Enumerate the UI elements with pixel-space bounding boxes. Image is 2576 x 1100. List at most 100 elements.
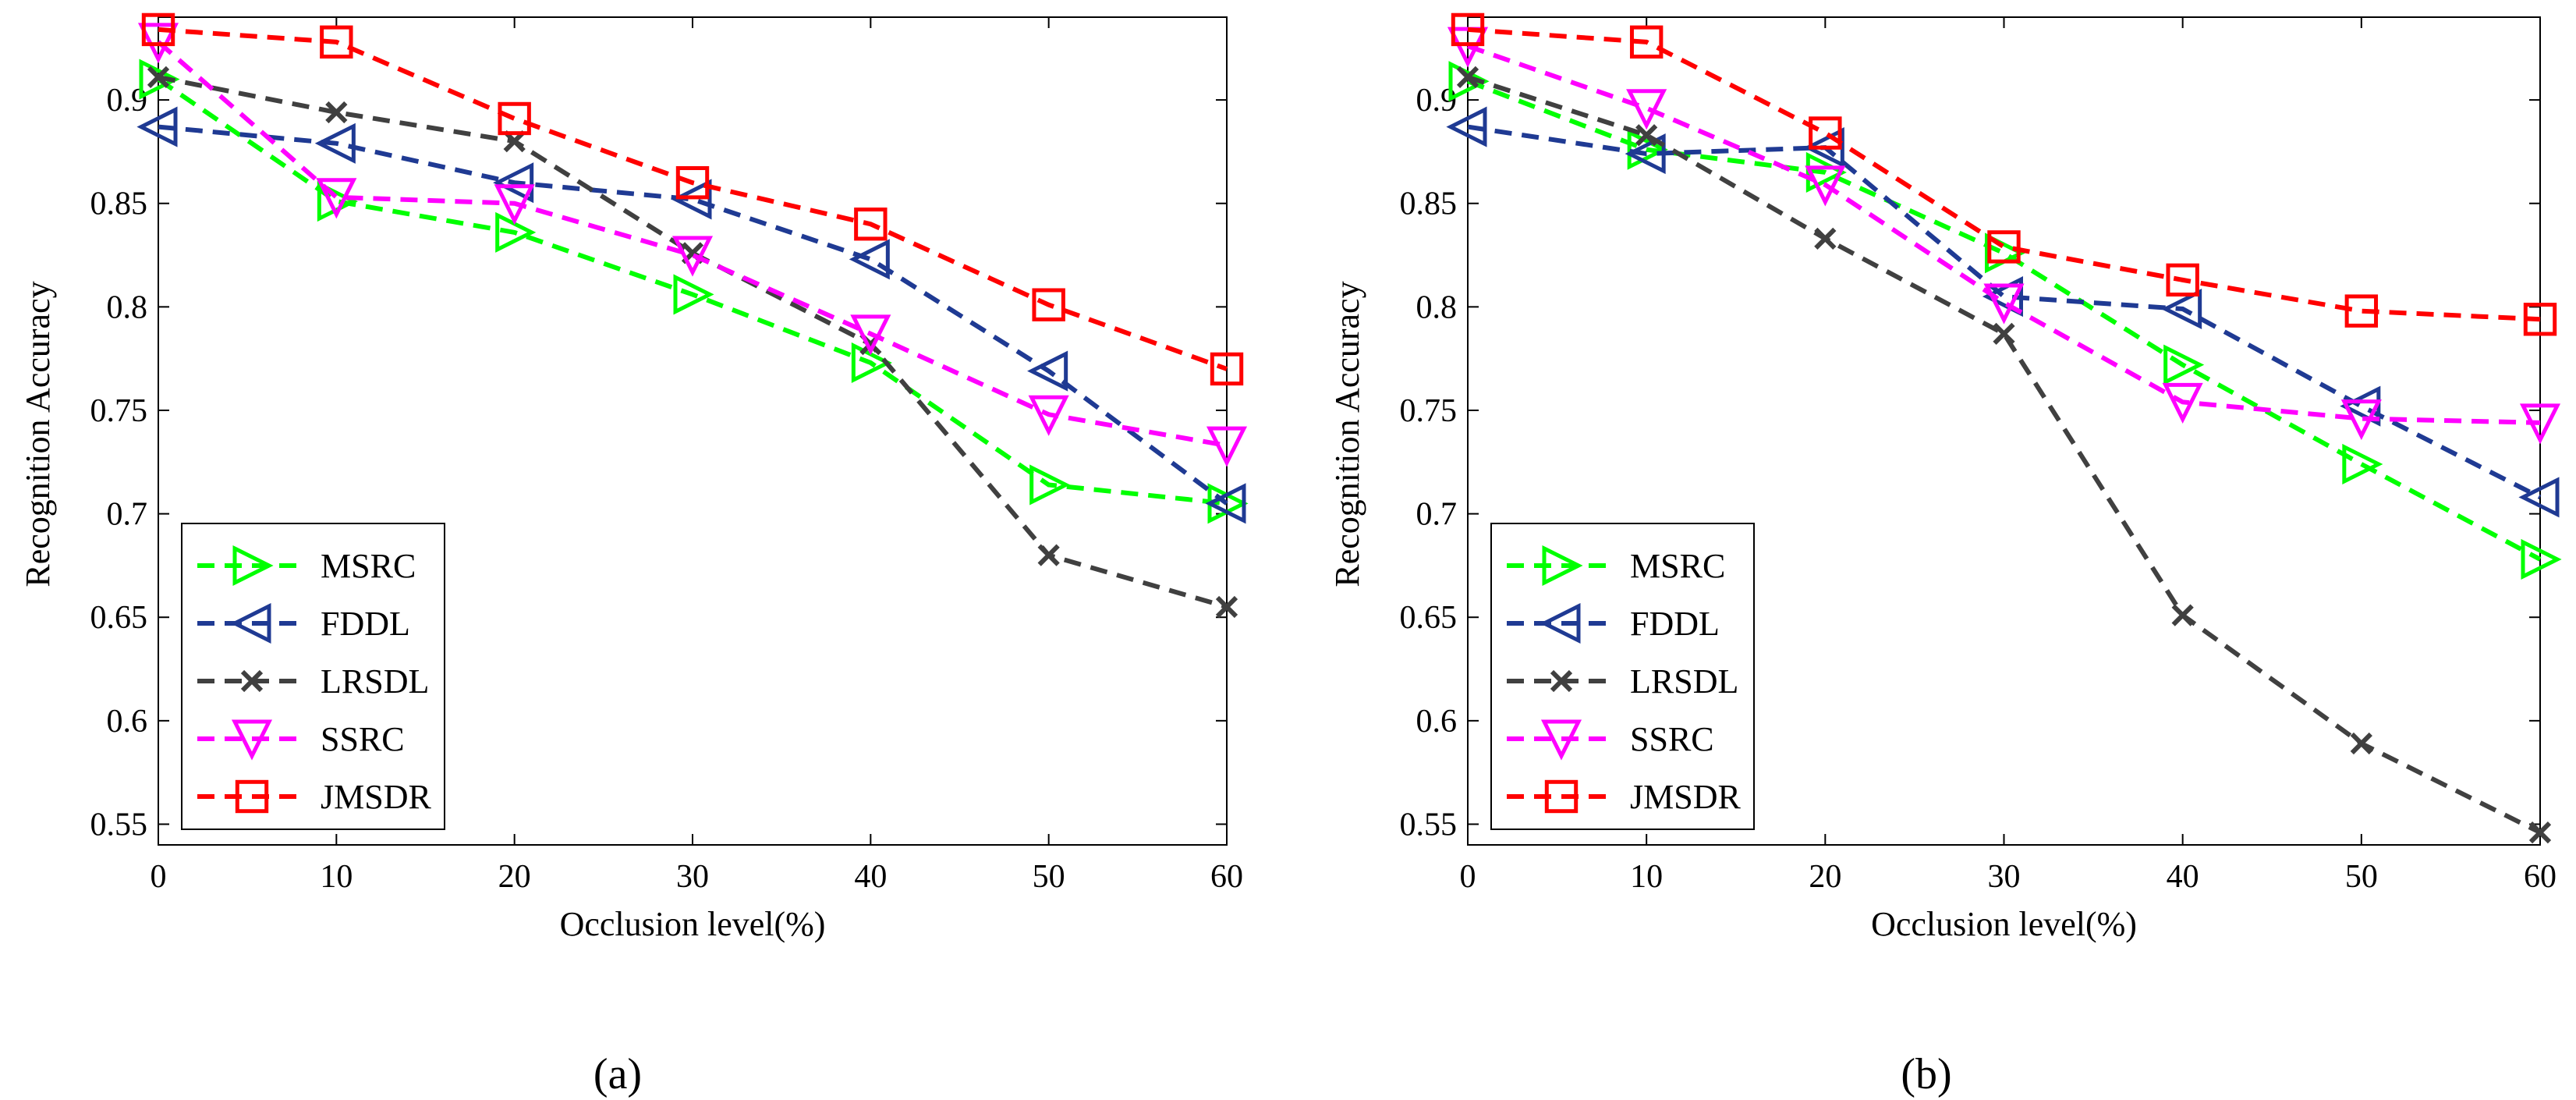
x-tick-label: 60 <box>1210 859 1243 895</box>
x-tick-label: 10 <box>1630 859 1663 895</box>
y-tick-label: 0.85 <box>1400 186 1458 222</box>
x-tick-label: 0 <box>1460 859 1476 895</box>
y-tick-label: 0.55 <box>1400 807 1458 843</box>
series-line-fddl <box>158 124 1228 506</box>
y-tick-label: 0.6 <box>1416 704 1458 740</box>
chart-panel: 0 10 20 30 40 50 600.550.60.650.70.750.80.850.… <box>1328 12 2562 1098</box>
y-tick-label: 0.6 <box>107 704 148 740</box>
legend: MSRC FDDL LRSDL SSRC JMSDR <box>1490 523 1755 830</box>
legend-label-msrc: MSRC <box>1630 547 1725 585</box>
data-point-ssrc-marker-triangle-down <box>2340 399 2382 441</box>
data-point-msrc-marker-triangle-right <box>1029 464 1071 506</box>
legend-label-jmsdr: JMSDR <box>1630 778 1741 816</box>
data-point-jmsdr-marker-square <box>1210 352 1244 386</box>
series-ssrc <box>137 23 1248 467</box>
data-point-msrc-marker-triangle-right <box>2342 443 2383 484</box>
data-point-ssrc-marker-triangle-down <box>1983 283 2025 325</box>
legend-label-lrsdl: LRSDL <box>1630 662 1738 701</box>
data-point-msrc-marker-triangle-right <box>1448 61 1490 102</box>
data-point-jmsdr-marker-square <box>320 25 353 59</box>
legend-box <box>181 523 445 830</box>
y-tick-label: 0.55 <box>90 807 148 843</box>
data-point-ssrc-marker-triangle-down <box>137 23 179 64</box>
data-point-msrc-marker-triangle-right <box>673 274 714 315</box>
y-tick-label: 0.85 <box>90 186 148 222</box>
y-tick-label: 0.75 <box>1400 393 1458 429</box>
data-point-ssrc-marker-triangle-down <box>494 184 535 225</box>
data-point-ssrc-marker-triangle-down <box>1447 27 1489 68</box>
data-point-jmsdr-marker-square <box>1451 12 1485 47</box>
data-point-jmsdr-marker-square <box>2166 263 2199 297</box>
series-fddl <box>1446 106 2560 518</box>
data-point-msrc-marker-triangle-right <box>139 59 180 100</box>
legend-lrsdl-marker-x <box>240 669 264 693</box>
x-tick-label: 30 <box>676 859 709 895</box>
series-line-jmsdr <box>158 27 1228 371</box>
data-point-lrsdl-marker-x <box>2171 604 2194 626</box>
data-point-jmsdr-marker-square <box>1987 230 2021 264</box>
x-tick-label: 30 <box>1988 859 2021 895</box>
legend-label-msrc: MSRC <box>321 547 416 585</box>
data-point-lrsdl-marker-x <box>1635 124 1658 147</box>
x-tick-label: 60 <box>2524 859 2557 895</box>
legend-label-fddl: FDDL <box>321 605 410 643</box>
x-tick-label: 0 <box>151 859 167 895</box>
series-lrsdl <box>1456 66 2552 844</box>
series-line-jmsdr <box>1467 27 2541 322</box>
data-point-fddl-marker-triangle-left <box>671 179 712 220</box>
x-tick-label: 40 <box>2167 859 2199 895</box>
data-point-lrsdl-marker-x <box>1993 322 2015 345</box>
x-tick-label: 20 <box>498 859 531 895</box>
legend-jmsdr-marker-square <box>235 779 269 814</box>
legend: MSRC FDDL LRSDL SSRC JMSDR <box>181 523 445 830</box>
series-line-msrc <box>157 77 1228 506</box>
legend-msrc-marker-triangle-right <box>232 545 274 587</box>
data-point-jmsdr-marker-square <box>1629 25 1664 59</box>
series-msrc <box>139 59 1249 524</box>
legend-label-ssrc: SSRC <box>1630 720 1714 758</box>
data-point-lrsdl-marker-x <box>2528 821 2552 844</box>
y-tick-label: 0.8 <box>107 289 148 325</box>
panel-caption: (b) <box>1901 1050 1951 1098</box>
legend-fddl-marker-triangle-left <box>1540 602 1581 644</box>
data-point-jmsdr-marker-square <box>498 101 531 136</box>
series-line-ssrc <box>157 40 1228 449</box>
x-tick-label: 20 <box>1809 859 1841 895</box>
data-point-ssrc-marker-triangle-down <box>1626 89 1667 130</box>
data-point-jmsdr-marker-square <box>141 12 175 47</box>
legend-label-jmsdr: JMSDR <box>321 778 431 816</box>
legend-label-fddl: FDDL <box>1630 605 1720 643</box>
data-point-fddl-marker-triangle-left <box>849 239 890 280</box>
series-line-msrc <box>1466 79 2542 562</box>
y-tick-label: 0.7 <box>1416 497 1458 533</box>
legend-ssrc-marker-triangle-down <box>1540 719 1582 761</box>
data-point-fddl-marker-triangle-left <box>2340 385 2381 427</box>
data-point-fddl-marker-triangle-left <box>1027 350 1068 392</box>
data-point-fddl-marker-triangle-left <box>314 122 356 164</box>
y-tick-label: 0.7 <box>107 497 148 533</box>
data-point-ssrc-marker-triangle-down <box>2519 403 2561 445</box>
data-point-fddl-marker-triangle-left <box>1982 276 2023 318</box>
legend-label-ssrc: SSRC <box>321 720 405 758</box>
legend-lrsdl-marker-x <box>1550 669 1573 693</box>
data-point-msrc-marker-triangle-right <box>317 181 358 222</box>
data-point-fddl-marker-triangle-left <box>136 106 178 147</box>
data-point-lrsdl-marker-x <box>147 66 170 89</box>
data-point-lrsdl-marker-x <box>1814 227 1837 250</box>
data-point-ssrc-marker-triangle-down <box>1028 395 1069 436</box>
data-point-ssrc-marker-triangle-down <box>1206 426 1248 467</box>
data-point-jmsdr-marker-square <box>675 166 710 200</box>
y-tick-label: 0.65 <box>90 600 148 636</box>
data-point-fddl-marker-triangle-left <box>1446 106 1487 147</box>
data-point-jmsdr-marker-square <box>2523 303 2557 336</box>
y-tick-label: 0.65 <box>1400 600 1458 636</box>
y-tick-label: 0.75 <box>90 393 148 429</box>
data-point-ssrc-marker-triangle-down <box>1805 165 1846 207</box>
data-point-fddl-marker-triangle-left <box>1803 127 1844 169</box>
x-tick-label: 50 <box>2345 859 2378 895</box>
series-line-ssrc <box>1467 44 2541 425</box>
data-point-fddl-marker-triangle-left <box>1205 483 1246 524</box>
series-jmsdr <box>141 12 1244 386</box>
y-axis-label: Recognition Accuracy <box>19 281 57 587</box>
